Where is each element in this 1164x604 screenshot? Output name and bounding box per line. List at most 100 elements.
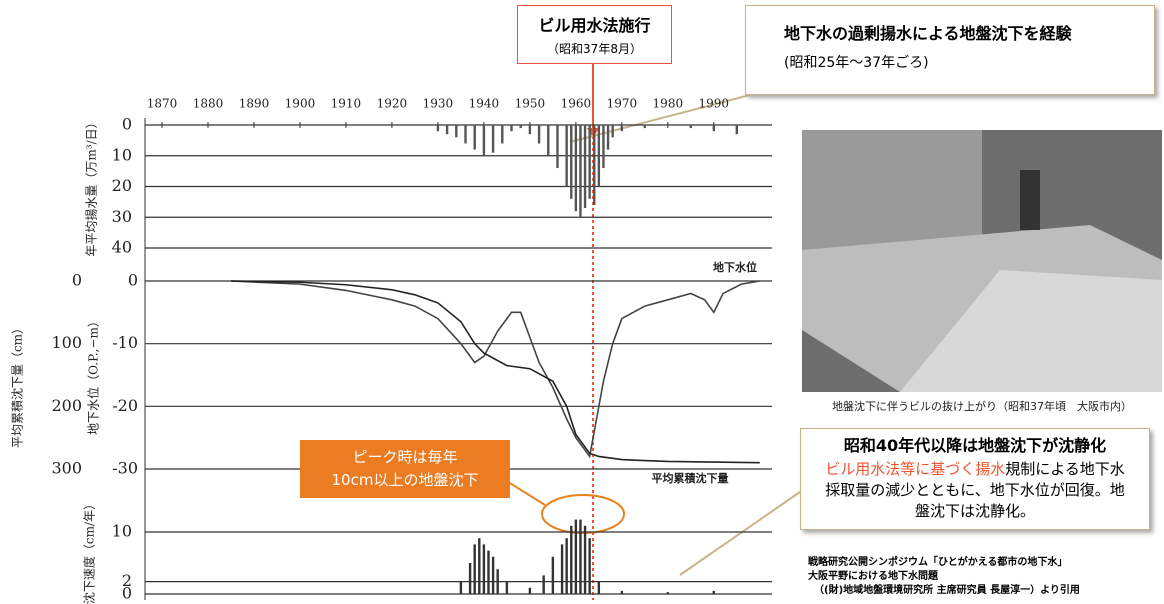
- bar: [689, 125, 693, 129]
- bar: [547, 125, 550, 156]
- bar: [666, 592, 670, 594]
- bar: [588, 538, 591, 594]
- source-line: 戦略研究公開シンポジウム「ひとがかえる都市の地下水」: [808, 557, 1068, 568]
- bar: [528, 587, 532, 594]
- experience-period: (昭和25年～37年ごろ): [784, 55, 929, 71]
- bar: [496, 569, 499, 594]
- law-box: ビル用水法施行 （昭和37年8月）: [517, 5, 672, 64]
- bar: [464, 125, 467, 144]
- bar: [445, 125, 449, 135]
- x-tick-label: 1950: [515, 97, 546, 111]
- bar: [542, 575, 545, 594]
- x-tick-label: 1980: [653, 97, 684, 111]
- x-tick-label: 1970: [607, 97, 638, 111]
- experience-title: 地下水の過剰揚水による地盤沈下を経験: [784, 24, 1072, 43]
- photo-caption: 地盤沈下に伴うビルの抜け上がり（昭和37年頃 大阪市内）: [832, 399, 1132, 413]
- y2-tick-label: 300: [51, 459, 82, 478]
- bar: [574, 519, 578, 594]
- bar: [579, 519, 582, 594]
- y-tick-label: 2: [122, 571, 132, 590]
- peak-box: ピーク時は毎年 10cm以上の地盤沈下: [300, 440, 510, 498]
- bar: [482, 125, 486, 156]
- pointer: [504, 479, 546, 506]
- line-series: [230, 280, 760, 464]
- bar: [510, 125, 513, 132]
- axis-label: 平均沈下速度（cm/年）: [82, 498, 97, 604]
- bar: [565, 125, 568, 187]
- x-tick-label: 1940: [469, 97, 500, 111]
- recovery-box: 昭和40年代以降は地盤沈下が沈静化 ビル用水法等に基づく揚水規制による地下水採取…: [800, 428, 1150, 530]
- x-tick-label: 1900: [285, 97, 316, 111]
- bar: [565, 538, 568, 594]
- y2-tick-label: 200: [51, 396, 82, 415]
- y-tick-label: 0: [128, 271, 138, 290]
- bar: [468, 563, 472, 594]
- y-tick-label: 0: [122, 584, 132, 603]
- y-tick-label: 20: [112, 176, 132, 195]
- bar: [487, 550, 490, 594]
- x-tick-label: 1920: [377, 97, 408, 111]
- recovery-title: 昭和40年代以降は地盤沈下が沈静化: [843, 436, 1107, 455]
- x-tick-label: 1910: [331, 97, 362, 111]
- x-tick-label: 1870: [147, 97, 178, 111]
- y-tick-label: -20: [112, 396, 138, 415]
- x-tick-label: 1880: [193, 97, 224, 111]
- x-tick-label: 1930: [423, 97, 454, 111]
- axis-label: 地下水位（O.P.,−m）: [86, 315, 101, 435]
- y-tick-label: 40: [112, 238, 132, 257]
- bar: [579, 125, 582, 218]
- bar: [482, 544, 486, 594]
- source-line: 大阪平野における地下水問題: [808, 571, 938, 582]
- photo: [802, 130, 1162, 392]
- bar: [583, 125, 587, 209]
- y2-tick-label: 0: [72, 271, 82, 290]
- experience-box: 地下水の過剰揚水による地盤沈下を経験 (昭和25年～37年ごろ): [745, 5, 1155, 95]
- bar: [491, 556, 495, 594]
- peak-line: 10cm以上の地盤沈下: [331, 471, 479, 489]
- peak-line: ピーク時は毎年: [352, 448, 458, 466]
- bar: [501, 125, 504, 144]
- axis-label: 年平均揚水量（万m³/日）: [85, 116, 99, 256]
- bar: [473, 125, 476, 150]
- x-tick-label: 1890: [239, 97, 270, 111]
- y-tick-label: 10: [112, 145, 132, 164]
- source: 戦略研究公開シンポジウム「ひとがかえる都市の地下水」 大阪平野における地下水問題…: [808, 556, 1080, 598]
- bar: [519, 125, 522, 129]
- bar: [583, 525, 587, 594]
- recovery-body: 規制による地下水採取量の減少とともに、地下水位が回復。地盤沈下は沈静化。: [825, 460, 1125, 520]
- x-tick-label: 1960: [561, 97, 592, 111]
- bar: [588, 125, 591, 199]
- bar: [556, 125, 559, 169]
- x-tick-label: 1990: [699, 97, 730, 111]
- bar: [505, 581, 509, 594]
- bar: [735, 125, 739, 135]
- bar: [712, 125, 716, 132]
- bar: [551, 556, 555, 594]
- bar: [574, 125, 578, 212]
- bar: [491, 125, 495, 153]
- y-tick-label: 30: [112, 207, 132, 226]
- bar: [712, 590, 716, 594]
- bar: [593, 125, 596, 205]
- bar: [528, 125, 532, 135]
- y2-tick-label: 100: [51, 333, 82, 352]
- series-label: 平均累積沈下量: [652, 471, 729, 485]
- bar: [570, 525, 573, 594]
- law-date: （昭和37年8月）: [547, 42, 642, 56]
- series-label: 地下水位: [713, 260, 757, 274]
- bar: [602, 125, 605, 169]
- peak-ellipse: [541, 494, 625, 534]
- y-tick-label: -30: [112, 459, 138, 478]
- bar: [478, 538, 481, 594]
- bar: [436, 125, 440, 132]
- y-tick-label: 0: [122, 115, 132, 134]
- axis-label: 平均累積沈下量（cm）: [10, 322, 25, 448]
- bar: [620, 125, 624, 132]
- y-tick-label: 10: [112, 522, 132, 541]
- bar: [597, 125, 601, 187]
- law-title: ビル用水法施行: [538, 16, 651, 35]
- bar: [455, 125, 458, 138]
- source-line: （(財)地域地盤環境研究所 主席研究員 長屋淳一）より引用: [814, 585, 1080, 596]
- bar: [459, 581, 463, 594]
